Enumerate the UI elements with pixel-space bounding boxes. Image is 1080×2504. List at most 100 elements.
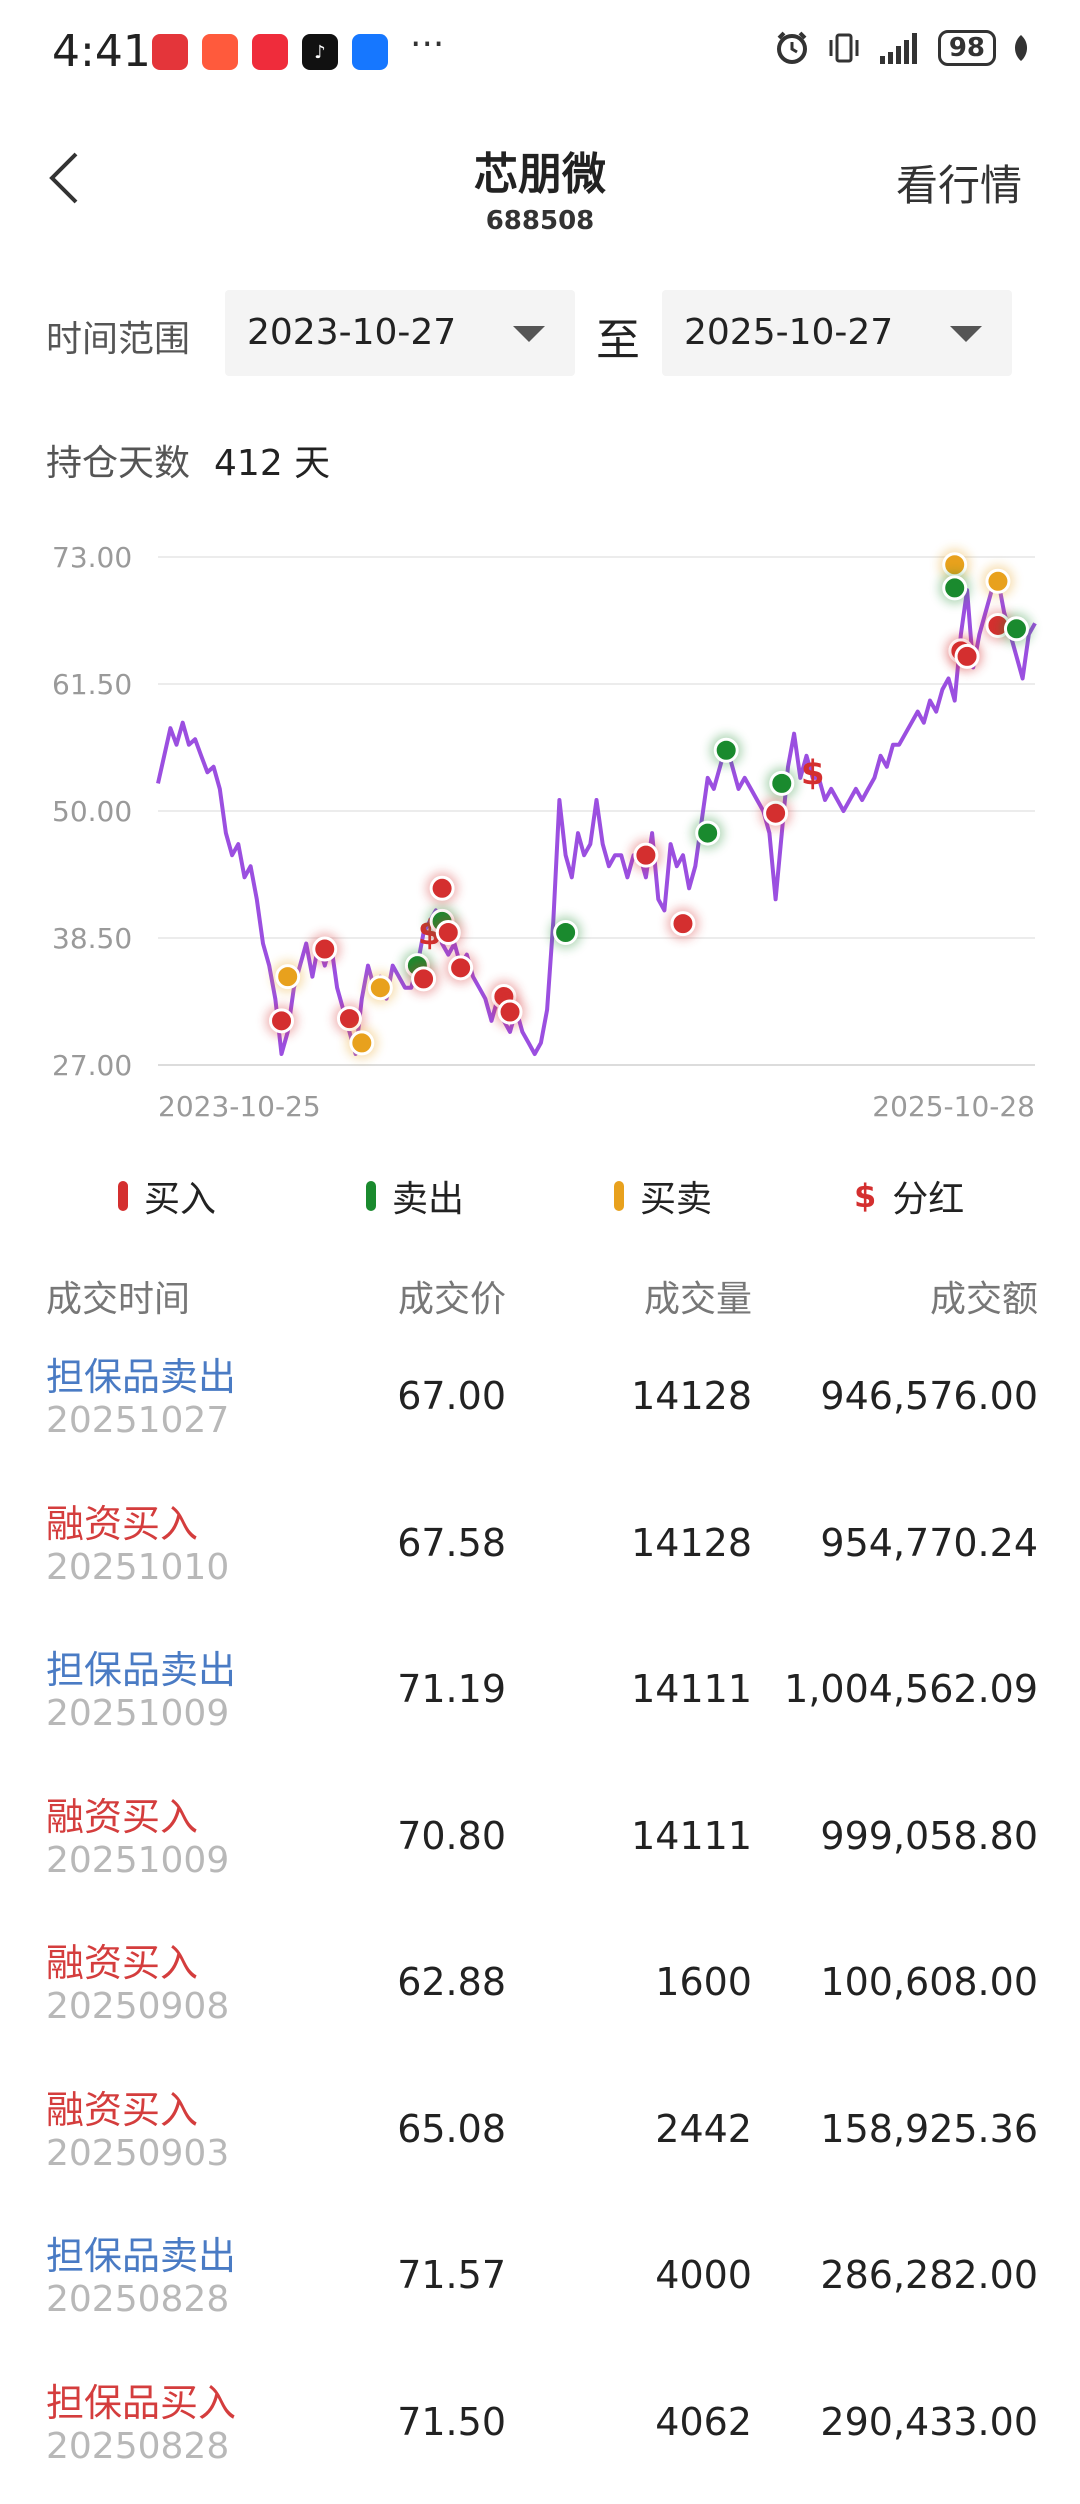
- trade-volume: 14128: [631, 1520, 752, 1565]
- trade-date: 20250828: [46, 2425, 230, 2467]
- y-tick-label: 27.00: [52, 1049, 132, 1082]
- sell-marker[interactable]: [691, 817, 724, 850]
- trade-type: 担保品卖出: [46, 2234, 237, 2278]
- alarm-icon: [776, 31, 807, 64]
- start-date-select[interactable]: 2023-10-27: [225, 290, 575, 376]
- dividend-marker: $: [801, 753, 825, 793]
- trade-price: 71.57: [397, 2253, 506, 2297]
- system-status: 98: [774, 30, 1030, 66]
- trade-volume: 14111: [631, 1813, 752, 1858]
- both-marker[interactable]: [981, 565, 1014, 598]
- both-marker[interactable]: [271, 960, 304, 993]
- back-icon[interactable]: [40, 148, 90, 208]
- legend-buy: 买入: [118, 1170, 216, 1222]
- date-range-row: 时间范围 2023-10-27 至 2025-10-27: [0, 290, 1080, 376]
- table-row[interactable]: 担保品买入 20250828 71.50 4062 290,433.00: [0, 2362, 1080, 2504]
- leaf-icon: [1014, 35, 1028, 61]
- table-row[interactable]: 融资买入 20251010 67.58 14128 954,770.24: [0, 1483, 1080, 1630]
- trade-volume: 1600: [655, 1960, 752, 2004]
- dividend-dollar-icon: $: [854, 1177, 877, 1215]
- trade-date: 20251027: [46, 1400, 230, 1441]
- trade-date: 20250903: [46, 2132, 230, 2174]
- buy-marker[interactable]: [265, 1004, 298, 1037]
- y-tick-label: 38.50: [52, 922, 132, 955]
- legend-buy-label: 买入: [144, 1179, 217, 1220]
- page-title: 芯朋微: [474, 149, 606, 200]
- huawei-appgallery-icon: [152, 34, 188, 70]
- trade-type: 融资买入: [46, 2087, 199, 2132]
- trade-price: 71.19: [397, 1667, 506, 1711]
- game-center-icon: [202, 34, 238, 70]
- trade-volume: 14111: [631, 1667, 752, 1711]
- legend-dividend-label: 分红: [892, 1179, 965, 1220]
- y-tick-label: 61.50: [52, 668, 132, 701]
- price-chart[interactable]: 73.00 61.50 50.00 38.50 27.00 2023-10-25 2025-…: [0, 520, 1080, 1120]
- end-date-select[interactable]: 2025-10-27: [662, 290, 1012, 376]
- buy-marker[interactable]: [407, 962, 440, 995]
- sell-marker[interactable]: [938, 571, 971, 604]
- range-separator: 至: [596, 315, 640, 366]
- buy-marker[interactable]: [308, 933, 341, 966]
- buy-marker[interactable]: [432, 916, 465, 949]
- sell-marker[interactable]: [1000, 612, 1033, 645]
- notification-icons: ♪: [152, 34, 388, 70]
- status-bar: 4:41 ♪ ··· 98: [0, 0, 1080, 100]
- trade-price: 62.88: [397, 1960, 506, 2004]
- trade-amount: 100,608.00: [820, 1960, 1038, 2004]
- buy-marker[interactable]: [333, 1002, 366, 1035]
- sell-marker[interactable]: [710, 734, 743, 767]
- view-market-button[interactable]: 看行情: [895, 161, 1022, 210]
- trade-type: 融资买入: [46, 1941, 199, 1985]
- legend-both: 买卖: [614, 1170, 712, 1222]
- buy-marker[interactable]: [629, 839, 662, 872]
- buy-marker[interactable]: [494, 995, 527, 1028]
- legend-sell: 卖出: [366, 1170, 464, 1222]
- table-row[interactable]: 融资买入 20250903 65.08 2442 158,925.36: [0, 2069, 1080, 2216]
- table-row[interactable]: 融资买入 20251009 70.80 14111 999,058.80: [0, 1776, 1080, 1923]
- alipay-icon: [352, 34, 388, 70]
- header-price: 成交价: [397, 1279, 506, 1320]
- trade-amount: 999,058.80: [820, 1813, 1038, 1858]
- price-line: [156, 577, 1037, 1056]
- trade-price: 67.00: [397, 1374, 506, 1418]
- more-notifications-icon: ···: [410, 24, 445, 65]
- legend-sell-label: 卖出: [392, 1179, 465, 1220]
- table-row[interactable]: 担保品卖出 20250828 71.57 4000 286,282.00: [0, 2215, 1080, 2362]
- table-row[interactable]: 担保品卖出 20251027 67.00 14128 946,576.00: [0, 1336, 1080, 1483]
- sell-marker[interactable]: [549, 916, 582, 949]
- trade-volume: 2442: [655, 2106, 752, 2151]
- table-row[interactable]: 担保品卖出 20251009 71.19 14111 1,004,562.09: [0, 1629, 1080, 1776]
- both-marker[interactable]: [345, 1026, 378, 1059]
- y-tick-label: 73.00: [52, 541, 132, 574]
- sell-marker[interactable]: [765, 767, 798, 800]
- trade-volume: 14128: [631, 1374, 752, 1418]
- trade-amount: 158,925.36: [820, 2106, 1038, 2151]
- redbook-icon: [252, 34, 288, 70]
- trade-volume: 4000: [655, 2253, 752, 2297]
- buy-marker[interactable]: [666, 907, 699, 940]
- trade-date: 20251009: [46, 1693, 230, 1734]
- buy-marker[interactable]: [444, 951, 477, 984]
- holding-value: 412 天: [214, 443, 331, 484]
- trade-type: 担保品买入: [46, 2380, 237, 2425]
- trade-volume: 4062: [655, 2399, 752, 2444]
- buy-marker[interactable]: [426, 872, 459, 905]
- end-date-value: 2025-10-27: [684, 312, 894, 353]
- trade-price: 67.58: [397, 1520, 506, 1565]
- buy-marker[interactable]: [759, 797, 792, 830]
- table-row[interactable]: 融资买入 20250908 62.88 1600 100,608.00: [0, 1922, 1080, 2069]
- trade-type: 融资买入: [46, 1501, 199, 1546]
- chevron-down-icon: [513, 326, 545, 342]
- trade-type: 担保品卖出: [46, 1648, 237, 1692]
- range-label: 时间范围: [46, 319, 191, 360]
- chart-legend: 买入 卖出 买卖 $ 分红: [0, 1170, 1080, 1230]
- buy-marker-icon: [118, 1181, 128, 1211]
- both-marker[interactable]: [364, 971, 397, 1004]
- both-marker[interactable]: [938, 548, 971, 581]
- vibrate-icon: [829, 33, 859, 63]
- legend-dividend: $ 分红: [854, 1170, 964, 1222]
- legend-both-label: 买卖: [640, 1179, 713, 1220]
- buy-marker[interactable]: [951, 640, 984, 673]
- trade-type: 担保品卖出: [46, 1355, 237, 1399]
- status-time: 4:41: [52, 26, 151, 77]
